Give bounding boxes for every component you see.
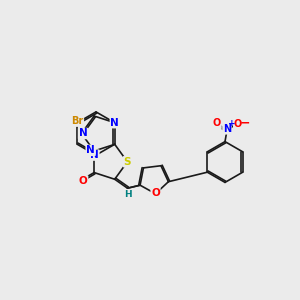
Text: S: S: [124, 157, 131, 167]
Text: −: −: [239, 116, 250, 129]
Text: N: N: [110, 118, 119, 128]
Text: O: O: [234, 119, 242, 129]
Text: N: N: [86, 146, 95, 155]
Text: O: O: [213, 118, 221, 128]
Text: H: H: [124, 190, 131, 199]
Text: +: +: [228, 119, 236, 128]
Text: N: N: [223, 124, 231, 134]
Text: N: N: [79, 128, 87, 139]
Text: O: O: [79, 176, 88, 186]
Text: Br: Br: [71, 116, 83, 126]
Text: O: O: [151, 188, 160, 198]
Text: N: N: [90, 150, 99, 160]
